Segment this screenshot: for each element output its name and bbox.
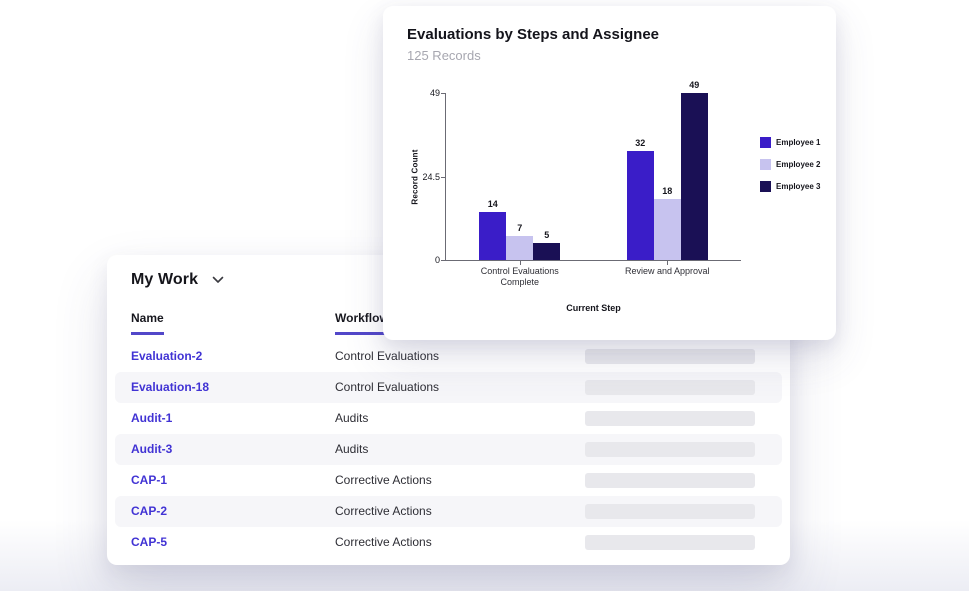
row-workflow-cell: Corrective Actions (335, 473, 432, 487)
row-name-link[interactable]: CAP-1 (131, 473, 168, 487)
legend-swatch (760, 181, 771, 192)
chart-card: Evaluations by Steps and Assignee 125 Re… (383, 6, 836, 340)
row-name-link[interactable]: Evaluation-2 (131, 349, 203, 363)
y-tick-label: 24.5 (422, 171, 440, 182)
row-placeholder-bar (585, 349, 755, 364)
row-placeholder-bar (585, 473, 755, 488)
table-row: Audit-3 Audits (115, 434, 782, 465)
bar-value-label: 7 (517, 223, 523, 234)
legend-item[interactable]: Employee 1 (760, 137, 820, 148)
bar-value-label: 5 (544, 229, 550, 240)
bar[interactable] (653, 198, 681, 260)
bar[interactable] (680, 93, 708, 260)
bar[interactable] (626, 150, 654, 260)
table-row: Evaluation-18 Control Evaluations (115, 372, 782, 403)
table-row: Audit-1 Audits (115, 403, 782, 434)
my-work-dropdown[interactable]: My Work (131, 271, 224, 289)
legend-label: Employee 2 (776, 160, 821, 169)
table-header-row: Name Workflow (107, 311, 790, 337)
row-placeholder-bar (585, 504, 755, 519)
row-workflow-cell: Corrective Actions (335, 504, 432, 518)
table-row: Evaluation-2 Control Evaluations (115, 341, 782, 372)
my-work-heading: My Work (131, 271, 199, 288)
row-placeholder-bar (585, 380, 755, 395)
column-header-workflow[interactable]: Workflow (335, 311, 389, 335)
table-body: Evaluation-2 Control Evaluations Evaluatio… (115, 341, 782, 558)
y-tick-mark (441, 93, 446, 94)
row-workflow-cell: Corrective Actions (335, 535, 432, 549)
bar[interactable] (479, 212, 507, 260)
bar-value-label: 49 (689, 80, 700, 90)
x-tick-mark (519, 261, 521, 265)
y-tick-label: 49 (429, 88, 440, 98)
row-workflow-cell: Audits (335, 411, 369, 425)
row-workflow-cell: Control Evaluations (335, 349, 440, 363)
row-name-link[interactable]: Audit-3 (131, 442, 173, 456)
y-tick-mark (441, 176, 446, 178)
bar-chart-plot: Record Count Current Step 14 7 5 Control Ev… (411, 80, 741, 313)
row-placeholder-bar (585, 411, 755, 426)
column-header-name[interactable]: Name (131, 311, 164, 335)
bar[interactable] (506, 236, 534, 260)
legend-swatch (760, 159, 771, 170)
row-name-link[interactable]: Audit-1 (131, 411, 173, 425)
table-row: CAP-2 Corrective Actions (115, 496, 782, 527)
chart-legend: Employee 1 Employee 2 Employee 3 (760, 137, 820, 203)
y-tick-mark (441, 260, 446, 261)
category-label: Control Evaluations Complete (480, 266, 559, 287)
row-name-link[interactable]: Evaluation-18 (131, 380, 210, 394)
legend-item[interactable]: Employee 3 (760, 181, 820, 192)
table-row: CAP-1 Corrective Actions (115, 465, 782, 496)
row-placeholder-bar (585, 535, 755, 550)
legend-item[interactable]: Employee 2 (760, 159, 820, 170)
row-name-link[interactable]: CAP-5 (131, 535, 168, 549)
chart-record-count: 125 Records (407, 48, 481, 63)
table-row: CAP-5 Corrective Actions (115, 527, 782, 558)
row-workflow-cell: Audits (335, 442, 369, 456)
row-placeholder-bar (585, 442, 755, 457)
legend-swatch (760, 137, 771, 148)
chevron-down-icon (212, 276, 224, 283)
chart-title: Evaluations by Steps and Assignee (407, 26, 660, 43)
bar[interactable] (533, 242, 561, 260)
bar-value-label: 18 (662, 185, 673, 196)
y-tick-label: 0 (434, 255, 440, 265)
bar-value-label: 14 (487, 199, 498, 210)
x-axis-label: Current Step (566, 303, 621, 313)
legend-label: Employee 3 (776, 182, 821, 191)
row-name-link[interactable]: CAP-2 (131, 504, 168, 518)
x-tick-mark (667, 261, 669, 265)
category-label: Review and Approval (624, 266, 710, 276)
row-workflow-cell: Control Evaluations (335, 380, 440, 394)
legend-label: Employee 1 (776, 138, 821, 147)
bar-value-label: 32 (635, 137, 646, 148)
